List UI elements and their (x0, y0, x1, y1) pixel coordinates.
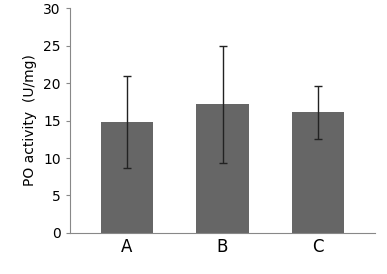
Bar (196, 104, 249, 233)
Bar (101, 122, 153, 233)
Y-axis label: PO activity  (U/mg): PO activity (U/mg) (24, 55, 38, 187)
Bar (292, 112, 344, 233)
